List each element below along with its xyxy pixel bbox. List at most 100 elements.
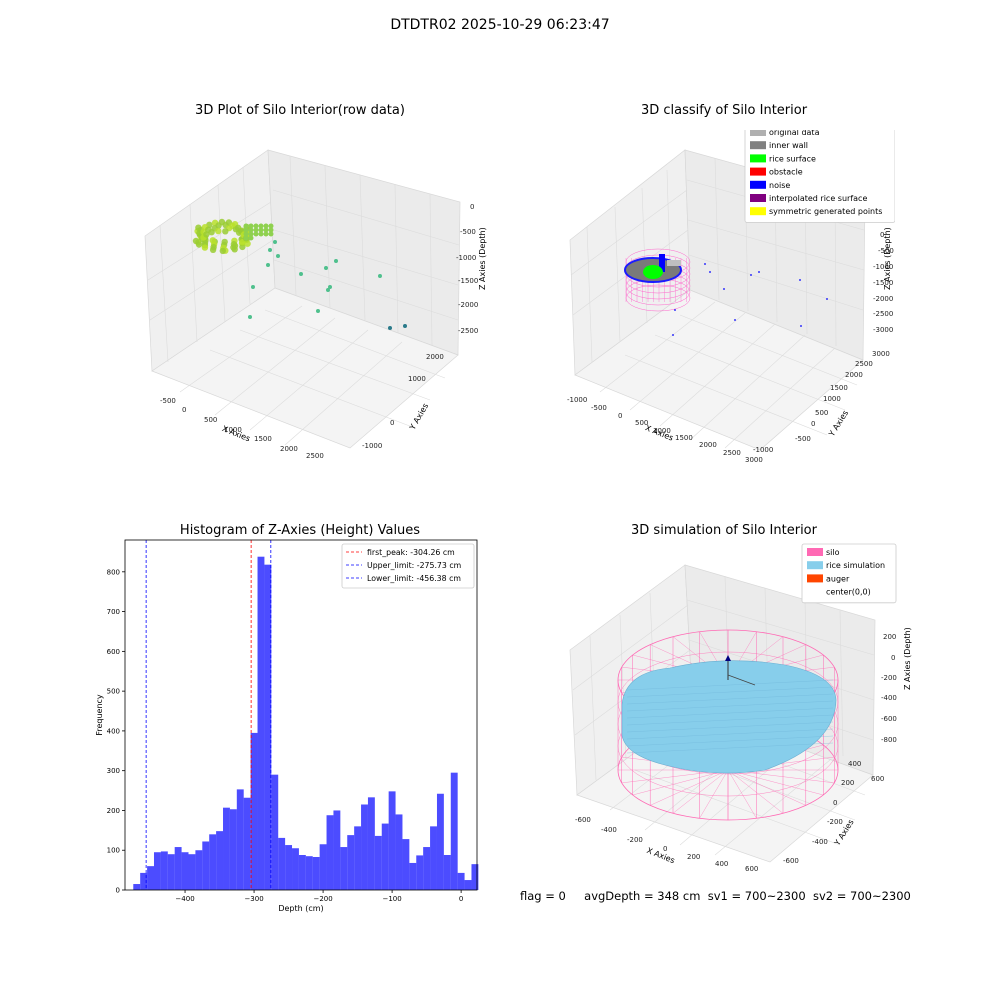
- histogram-bar: [181, 852, 189, 890]
- raw-point: [276, 254, 280, 258]
- grid-line: [686, 599, 875, 656]
- y-tick-label: 800: [107, 568, 120, 576]
- grid-line: [249, 329, 369, 431]
- histogram-bar: [374, 835, 382, 890]
- raw-point: [243, 231, 249, 237]
- sim-legend-label: rice simulation: [826, 561, 885, 570]
- classify-legend-label: rice surface: [769, 154, 816, 163]
- sim-y-tick: -600: [783, 857, 799, 865]
- silo-floor-spoke: [632, 769, 729, 796]
- raw-point: [263, 223, 269, 229]
- classify-x-tick: 3000: [745, 456, 763, 464]
- classify-legend-swatch: [750, 194, 766, 202]
- raw-point: [248, 223, 254, 229]
- noise-point: [709, 271, 711, 273]
- grid-line: [687, 219, 865, 271]
- y-tick-label: 700: [107, 608, 120, 616]
- rice-mesh: [626, 742, 834, 754]
- grid-line: [839, 609, 844, 757]
- grid-line: [394, 184, 399, 334]
- classify-y-tick: 1500: [830, 384, 848, 392]
- legend-label: Lower_limit: -456.38 cm: [367, 574, 461, 583]
- classify-legend-frame: [744, 130, 895, 223]
- histogram-bar: [140, 872, 148, 890]
- grid-line: [159, 224, 169, 363]
- classify-y-tick: 2500: [855, 360, 873, 368]
- histogram-bar: [264, 564, 272, 890]
- rice-mesh: [626, 735, 834, 747]
- footer-avg-depth: avgDepth = 348 cm: [584, 889, 701, 903]
- raw-point: [192, 237, 200, 245]
- raw-plot-title: 3D Plot of Silo Interior(row data): [195, 103, 405, 118]
- histogram-bar: [298, 855, 306, 890]
- grid-line: [654, 334, 846, 411]
- histogram-bar: [216, 831, 224, 890]
- grid-line: [189, 203, 198, 343]
- rice-mesh: [626, 707, 834, 719]
- noise-point: [800, 325, 802, 327]
- histogram-bar: [416, 855, 424, 890]
- grid-line: [679, 314, 858, 386]
- raw-x-tick: 500: [204, 416, 217, 424]
- histogram-bar: [367, 797, 375, 890]
- noise-point: [734, 319, 736, 321]
- classify-legend-label: original data: [769, 130, 820, 137]
- rice-surface: [643, 265, 663, 279]
- raw-point: [253, 223, 259, 229]
- silo-floor-spoke: [727, 769, 784, 814]
- noise-point: [826, 298, 828, 300]
- grid-line: [179, 305, 303, 393]
- raw-3d-plot: -500 0 500 1000 1500 2000 2500 -1000 0 1…: [144, 149, 487, 460]
- sim-z-tick: 200: [883, 633, 896, 641]
- sim-x-tick: 600: [745, 865, 758, 873]
- raw-y-tick: 0: [390, 419, 394, 427]
- grid-line: [666, 169, 672, 306]
- simulation-plot-title: 3D simulation of Silo Interior: [631, 523, 817, 538]
- classify-x-tick: -1000: [567, 396, 587, 404]
- raw-point: [324, 266, 328, 270]
- raw-point: [273, 240, 277, 244]
- histogram-bar: [188, 854, 196, 890]
- silo-floor-spoke: [727, 769, 824, 796]
- raw-point: [258, 223, 264, 229]
- raw-point: [209, 237, 216, 244]
- raw-point: [251, 285, 255, 289]
- raw-x-tick: 1000: [224, 426, 242, 434]
- sim-legend-swatch: [807, 548, 823, 556]
- sim-x-label: X Axies: [645, 846, 676, 865]
- histogram-chart: −400 −300 −200 −100 0 0 100 200 300 400 500 600 700 8…: [95, 539, 479, 913]
- raw-point: [248, 231, 254, 237]
- histogram-bar: [312, 856, 320, 890]
- histogram-bar: [395, 814, 403, 890]
- silo-floor-spoke: [727, 769, 806, 806]
- histogram-bar: [354, 826, 362, 890]
- classify-z-tick: -1000: [873, 263, 893, 271]
- x-tick-label: −100: [382, 895, 401, 903]
- grid-line: [264, 309, 446, 379]
- classify-y-tick: 3000: [872, 350, 890, 358]
- raw-point: [268, 248, 272, 252]
- raw-point: [268, 227, 274, 233]
- grid-line: [324, 165, 331, 309]
- histogram-bar: [202, 841, 210, 890]
- classify-y-tick: 1000: [823, 395, 841, 403]
- grid-line: [149, 239, 274, 321]
- raw-point: [388, 326, 392, 330]
- classify-legend: original data inner wall rice surface obsta…: [744, 130, 895, 223]
- simulation-legend: silo rice simulation auger center(0,0): [801, 543, 897, 604]
- original-data: [667, 260, 681, 266]
- rice-mesh: [626, 721, 834, 733]
- sim-legend-swatch: [807, 587, 823, 596]
- raw-point: [258, 227, 264, 233]
- sim-y-tick: 400: [848, 760, 861, 768]
- simulation-3d-plot: -600 -400 -200 0 200 400 600 -600 -400 -…: [569, 543, 912, 873]
- grid-line: [641, 187, 648, 324]
- classify-x-tick: 500: [635, 419, 648, 427]
- sim-legend-frame: [801, 543, 897, 604]
- raw-point: [222, 228, 229, 235]
- legend-frame: [341, 543, 475, 589]
- sim-z-label: Z Axies (Depth): [903, 627, 912, 690]
- histogram-bar: [292, 848, 299, 890]
- histogram-bar: [333, 810, 341, 890]
- noise-point: [750, 274, 752, 276]
